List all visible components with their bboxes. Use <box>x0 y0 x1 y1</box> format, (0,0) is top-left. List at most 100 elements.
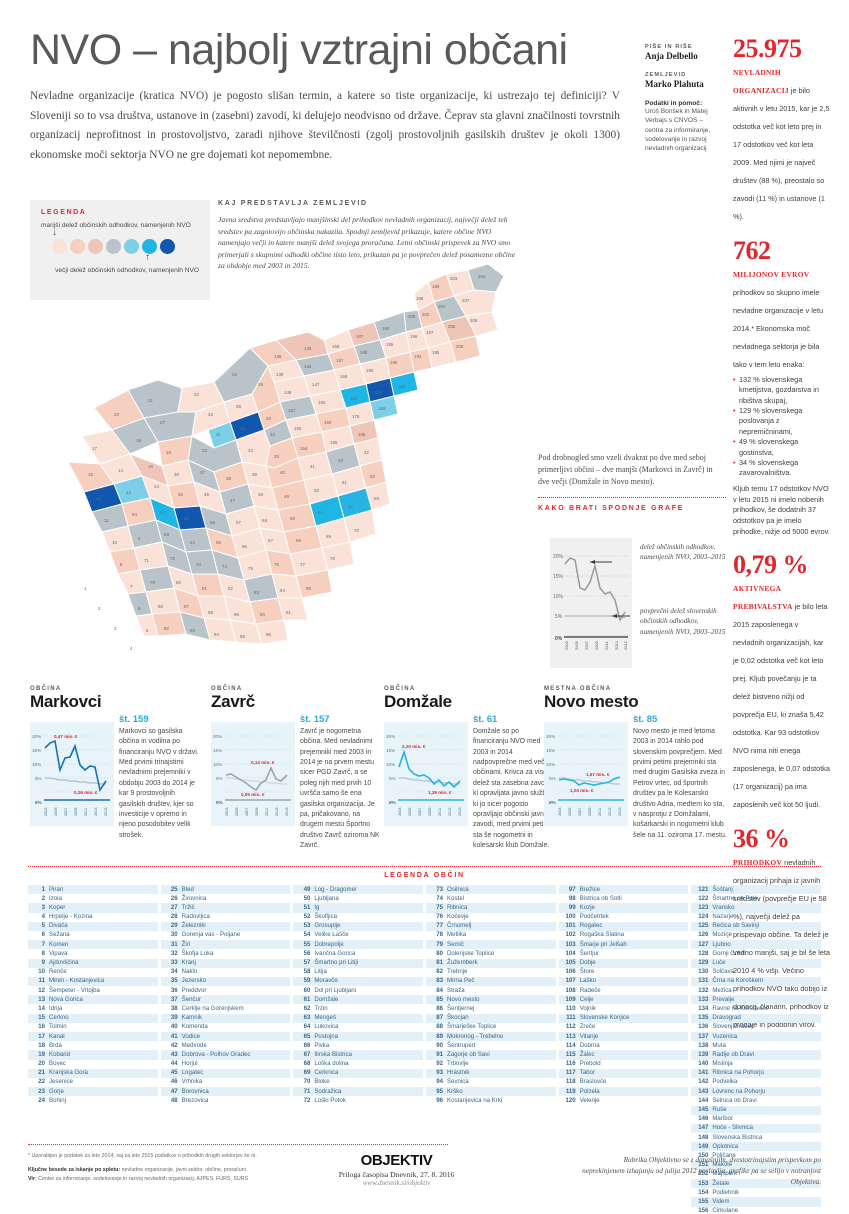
index-item[interactable]: 88 Šmarješke Toplice <box>426 1023 556 1032</box>
card-markovci[interactable]: OBČINA Markovci 20% 15% 10% 5% 0% <box>30 686 202 839</box>
index-item[interactable]: 97 Brežice <box>558 885 689 895</box>
index-item[interactable]: 139 Radlje ob Dravi <box>691 1050 822 1060</box>
index-item[interactable]: 15 Cerkno <box>28 1013 158 1023</box>
index-item[interactable]: 62 Trzin <box>293 1004 423 1013</box>
index-item[interactable]: 81 Žužemberk <box>426 958 556 968</box>
card-zavrc[interactable]: OBČINA Zavrč 20% 15% 10% 5% 0% <box>211 686 383 849</box>
index-item[interactable]: 1 Piran <box>28 885 158 895</box>
index-item[interactable]: 46 Vrhnika <box>161 1078 291 1087</box>
index-item[interactable]: 25 Bled <box>160 885 291 895</box>
index-item[interactable]: 106 Štore <box>559 968 689 977</box>
index-item[interactable]: 103 Šmarje pri Jelšah <box>558 940 689 950</box>
index-item[interactable]: 98 Bistrica ob Sotli <box>559 894 689 903</box>
index-item[interactable]: 26 Žirovnica <box>161 894 291 903</box>
index-item[interactable]: 126 Mozirje <box>691 931 821 940</box>
index-item[interactable]: 144 Selnica ob Dravi <box>691 1096 821 1105</box>
index-item[interactable]: 59 Moravče <box>293 976 424 987</box>
index-item[interactable]: 69 Cerknica <box>293 1068 424 1078</box>
index-item[interactable]: 10 Renče <box>28 968 158 977</box>
index-item[interactable]: 73 Osilnica <box>426 885 556 895</box>
index-item[interactable]: 48 Brezovica <box>161 1096 291 1105</box>
card-novo-mesto[interactable]: MESTNA OBČINA Novo mesto 20% 15% 10% 5% … <box>544 686 740 839</box>
index-item[interactable]: 20 Bovec <box>28 1060 158 1069</box>
index-item[interactable]: 33 Kranj <box>160 958 291 968</box>
index-item[interactable]: 71 Sodražica <box>293 1087 424 1097</box>
index-item[interactable]: 45 Logatec <box>160 1068 291 1078</box>
index-item[interactable]: 38 Cerklje na Gorenjskem <box>161 1004 291 1013</box>
index-item[interactable]: 115 Žalec <box>558 1050 689 1060</box>
index-item[interactable]: 119 Polzela <box>558 1087 689 1097</box>
index-item[interactable]: 77 Črnomelj <box>426 921 556 931</box>
index-item[interactable]: 124 Nazarje <box>691 913 821 922</box>
index-item[interactable]: 55 Dobrepolje <box>293 940 424 950</box>
index-item[interactable]: 89 Mokronog - Trebelno <box>426 1032 556 1042</box>
index-item[interactable]: 108 Radeče <box>559 986 689 995</box>
index-item[interactable]: 82 Trebnje <box>426 968 556 977</box>
index-item[interactable]: 127 Ljubno <box>691 940 822 950</box>
index-item[interactable]: 6 Sežana <box>28 931 158 940</box>
index-item[interactable]: 113 Vitanje <box>558 1032 689 1042</box>
index-item[interactable]: 17 Kanal <box>28 1032 158 1042</box>
index-item[interactable]: 5 Divača <box>28 921 158 931</box>
index-item[interactable]: 117 Tabor <box>558 1068 689 1078</box>
index-item[interactable]: 12 Šempeter - Vrtojba <box>28 986 158 995</box>
index-item[interactable]: 132 Mežica <box>691 986 821 995</box>
index-item[interactable]: 80 Dolenjske Toplice <box>426 949 556 958</box>
index-item[interactable]: 29 Železniki <box>160 921 291 931</box>
index-item[interactable]: 153 Žetale <box>691 1179 822 1189</box>
map-regions[interactable] <box>67 263 505 645</box>
index-item[interactable]: 27 Tržič <box>160 903 291 913</box>
index-item[interactable]: 156 Cirkulane <box>691 1207 821 1214</box>
index-item[interactable]: 4 Hrpelje - Kozina <box>28 913 158 922</box>
index-item[interactable]: 57 Šmartno pri Litiji <box>293 958 424 968</box>
index-item[interactable]: 128 Gornji Grad <box>691 949 821 958</box>
index-item[interactable]: 9 Ajdovščina <box>28 958 158 968</box>
index-item[interactable]: 107 Laško <box>558 976 689 987</box>
index-item[interactable]: 7 Komen <box>28 940 158 950</box>
index-item[interactable]: 90 Šentrupert <box>426 1041 556 1050</box>
index-item[interactable]: 151 Makole <box>691 1160 822 1170</box>
index-item[interactable]: 67 Ilirska Bistrica <box>293 1050 424 1060</box>
index-item[interactable]: 37 Šenčur <box>160 995 291 1005</box>
index-item[interactable]: 65 Postojna <box>293 1032 424 1042</box>
index-item[interactable]: 96 Kostanjevica na Krki <box>426 1096 556 1105</box>
index-item[interactable]: 74 Kostel <box>426 894 556 903</box>
index-item[interactable]: 84 Straža <box>426 986 556 995</box>
index-item[interactable]: 13 Nova Gorica <box>28 995 158 1005</box>
index-item[interactable]: 30 Gorenja vas - Poljane <box>161 931 291 940</box>
index-item[interactable]: 93 Hrastnik <box>426 1068 556 1078</box>
index-item[interactable]: 105 Dobje <box>558 958 689 968</box>
index-item[interactable]: 40 Komenda <box>161 1023 291 1032</box>
index-item[interactable]: 51 Ig <box>293 903 424 913</box>
index-item[interactable]: 16 Tolmin <box>28 1023 158 1032</box>
index-item[interactable]: 122 Šmartno ob Paki <box>691 894 821 903</box>
index-item[interactable]: 145 Ruše <box>691 1105 822 1115</box>
index-item[interactable]: 112 Zreče <box>559 1023 689 1032</box>
index-item[interactable]: 79 Semič <box>426 940 556 950</box>
index-item[interactable]: 86 Šentjernej <box>426 1004 556 1013</box>
index-item[interactable]: 68 Loška dolina <box>293 1060 423 1069</box>
index-item[interactable]: 125 Rečica ob Savinji <box>691 921 822 931</box>
index-item[interactable]: 129 Luče <box>691 958 822 968</box>
index-item[interactable]: 121 Šoštanj <box>691 885 822 895</box>
index-item[interactable]: 102 Rogaška Slatina <box>559 931 689 940</box>
index-item[interactable]: 70 Bloke <box>293 1078 423 1087</box>
brand-url[interactable]: www.dnevnik.si/objektiv <box>362 1179 431 1187</box>
index-item[interactable]: 154 Podlehnik <box>691 1188 821 1197</box>
index-item[interactable]: 11 Miren - Kostanjevica <box>28 976 158 987</box>
index-item[interactable]: 3 Koper <box>28 903 158 913</box>
index-item[interactable]: 49 Log - Dragomer <box>293 885 424 895</box>
index-item[interactable]: 56 Ivančna Gorica <box>293 949 423 958</box>
index-item[interactable]: 149 Oplotnica <box>691 1142 822 1152</box>
index-item[interactable]: 8 Vipava <box>28 949 158 958</box>
index-item[interactable]: 19 Kobarid <box>28 1050 158 1060</box>
index-item[interactable]: 50 Ljubljana <box>293 894 423 903</box>
index-item[interactable]: 87 Škocjan <box>426 1013 556 1023</box>
index-item[interactable]: 150 Poljčane <box>691 1151 821 1160</box>
index-item[interactable]: 130 Solčava <box>691 968 821 977</box>
index-item[interactable]: 148 Slovenska Bistrica <box>691 1133 821 1142</box>
index-item[interactable]: 64 Lukovica <box>293 1023 423 1032</box>
index-item[interactable]: 41 Vodice <box>160 1032 291 1042</box>
index-item[interactable]: 60 Dol pri Ljubljani <box>293 986 423 995</box>
index-item[interactable]: 104 Šentjur <box>559 949 689 958</box>
